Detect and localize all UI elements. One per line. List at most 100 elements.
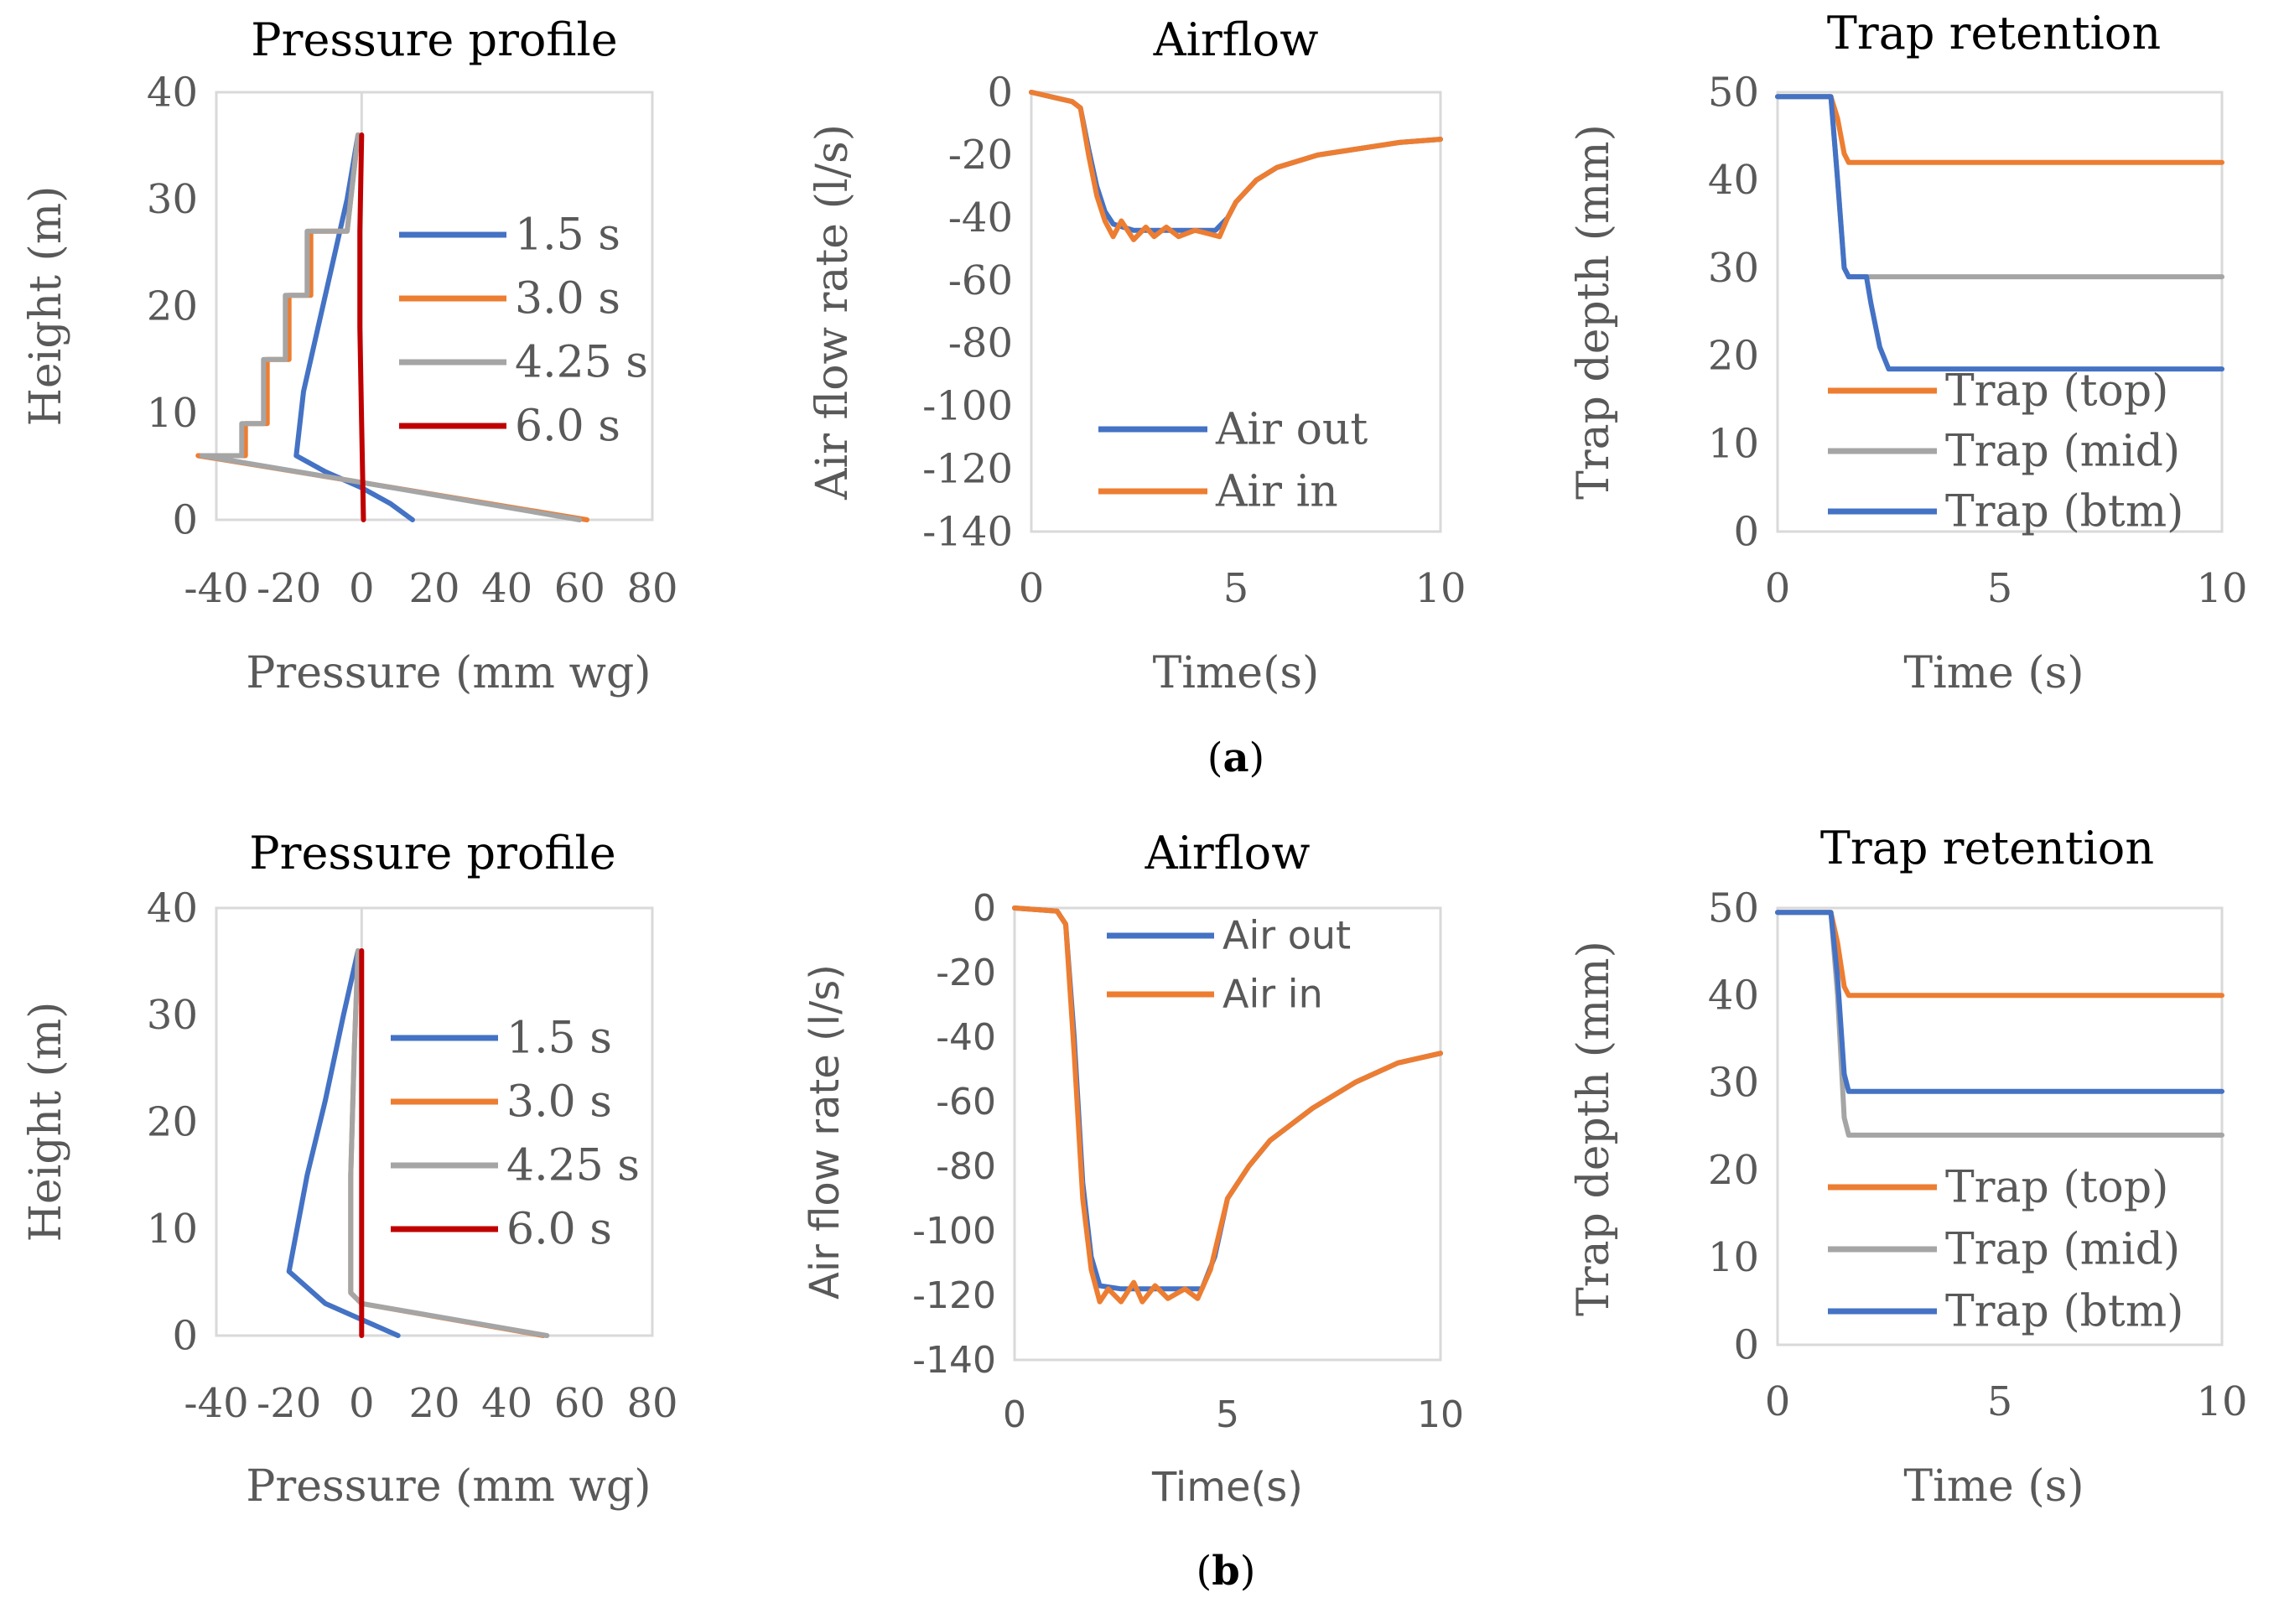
x-tick-label: 10 (2196, 1378, 2247, 1425)
legend-label: Air in (1215, 467, 1338, 517)
chart-title: Trap retention (1820, 822, 2154, 874)
y-axis-label: Trap depth (mm) (1569, 941, 1619, 1316)
legend-label: 6.0 s (515, 402, 620, 452)
series-line-air-out (1029, 90, 1443, 233)
y-tick-label: 10 (147, 1206, 198, 1253)
y-tick-label: 20 (147, 1098, 198, 1145)
y-tick-label: 0 (973, 887, 996, 930)
x-tick-label: 0 (1765, 1378, 1791, 1425)
legend-label: Trap (btm) (1945, 1287, 2183, 1337)
x-axis-label: Time (s) (1903, 1461, 2084, 1512)
series-line-4-25-s (348, 948, 550, 1338)
series-line-trap-btm- (1775, 94, 2224, 372)
x-tick-label: 0 (349, 565, 375, 612)
y-tick-label: 0 (172, 1312, 198, 1359)
chart-b-trap: Trap retention Time (s) Trap depth (mm) 0 5 1… (1569, 822, 2248, 1512)
x-tick-label: 5 (1223, 565, 1249, 612)
x-tick-label: 5 (1987, 565, 2013, 612)
x-tick-label: 80 (626, 565, 677, 612)
series-line-1-5-s (293, 132, 415, 522)
legend-label: Trap (mid) (1945, 427, 2180, 477)
legend-label: 1.5 s (515, 210, 620, 261)
series-line-3-0-s (195, 132, 589, 522)
y-tick-label: -40 (948, 195, 1013, 241)
y-tick-label: -100 (912, 1210, 996, 1253)
y-axis-label: Trap depth (mm) (1569, 124, 1619, 500)
series-line-air-in (1012, 905, 1443, 1305)
legend-label: 3.0 s (506, 1077, 612, 1128)
y-tick-label: 40 (1708, 973, 1759, 1020)
chart-a-trap: Trap retention Time (s) Trap depth (mm) 0 5 1… (1569, 7, 2248, 698)
row-label-a: (a) (1207, 734, 1265, 781)
legend-label: Air out (1215, 405, 1368, 455)
y-tick-label: -80 (936, 1145, 996, 1188)
chart-a-pressure: Pressure profile Pressure (mm wg) Height (… (21, 13, 678, 698)
chart-title: Pressure profile (251, 13, 617, 66)
series-line-trap-mid- (1775, 910, 2224, 1138)
x-axis-label: Time(s) (1153, 648, 1320, 698)
x-tick-label: 0 (1765, 565, 1791, 612)
y-tick-label: 30 (147, 176, 198, 223)
y-tick-label: 30 (1708, 245, 1759, 292)
series-line-trap-btm- (1775, 910, 2224, 1094)
legend-label: 4.25 s (506, 1141, 640, 1191)
y-tick-label: -120 (912, 1274, 996, 1317)
legend-label: 1.5 s (506, 1014, 612, 1064)
y-axis-label: Height (m) (21, 186, 71, 427)
x-tick-label: -40 (184, 565, 248, 612)
y-tick-label: 0 (172, 496, 198, 543)
y-tick-label: -100 (922, 383, 1013, 430)
y-tick-label: -60 (936, 1081, 996, 1123)
y-tick-label: -120 (922, 445, 1013, 492)
x-axis-label: Pressure (mm wg) (246, 648, 651, 698)
x-tick-label: 0 (349, 1380, 375, 1427)
series-line-4-25-s (199, 132, 583, 522)
x-axis-label: Time (s) (1903, 648, 2084, 698)
series-line-trap-top- (1775, 910, 2224, 999)
x-tick-label: 40 (481, 1380, 532, 1427)
y-tick-label: 0 (1733, 508, 1759, 555)
plot-frame (1776, 906, 2224, 1346)
y-tick-label: 10 (147, 390, 198, 437)
x-tick-label: 10 (2196, 565, 2247, 612)
legend-label: 4.25 s (515, 338, 648, 388)
x-tick-label: -40 (184, 1380, 248, 1427)
legend-label: Air out (1222, 913, 1351, 958)
y-tick-label: 20 (1708, 333, 1759, 380)
plot-frame (1013, 906, 1442, 1362)
y-axis-label: Height (m) (21, 1002, 71, 1243)
x-tick-label: 10 (1417, 1393, 1464, 1436)
series-line-trap-top- (1775, 94, 2224, 165)
y-tick-label: 30 (147, 992, 198, 1039)
x-tick-label: 5 (1987, 1378, 2013, 1425)
legend: Trap (top) Trap (mid) Trap (btm) (1828, 1163, 2183, 1337)
y-tick-label: -20 (948, 132, 1013, 179)
y-tick-label: -140 (922, 508, 1013, 555)
legend-label: Trap (top) (1945, 366, 2168, 417)
x-tick-label: 60 (554, 565, 605, 612)
y-tick-label: 50 (1708, 885, 1759, 931)
x-tick-label: 0 (1019, 565, 1045, 612)
plot-frame (1030, 91, 1442, 533)
legend: 1.5 s 3.0 s 4.25 s 6.0 s (399, 210, 648, 452)
x-tick-label: 5 (1216, 1393, 1239, 1436)
x-tick-label: 80 (626, 1380, 677, 1427)
series-line-6-0-s (357, 132, 366, 522)
chart-a-airflow: Airflow Time(s) Air flow rate (l/s) 0 5 10 0 -2… (807, 13, 1466, 698)
legend-label: Air in (1222, 972, 1323, 1017)
y-tick-label: 50 (1708, 69, 1759, 116)
legend: Trap (top) Trap (mid) Trap (btm) (1828, 366, 2183, 537)
legend: Air out Air in (1098, 405, 1368, 517)
y-tick-label: 40 (147, 885, 198, 931)
y-tick-label: 40 (147, 69, 198, 116)
chart-title: Airflow (1145, 827, 1311, 879)
legend-label: Trap (top) (1945, 1163, 2168, 1213)
x-tick-label: 0 (1003, 1393, 1026, 1436)
y-axis-label: Air flow rate (l/s) (802, 964, 849, 1300)
x-axis-label: Time(s) (1151, 1464, 1303, 1511)
x-tick-label: -20 (257, 1380, 321, 1427)
chart-title: Trap retention (1827, 7, 2161, 60)
x-tick-label: 10 (1415, 565, 1466, 612)
x-tick-label: 40 (481, 565, 532, 612)
